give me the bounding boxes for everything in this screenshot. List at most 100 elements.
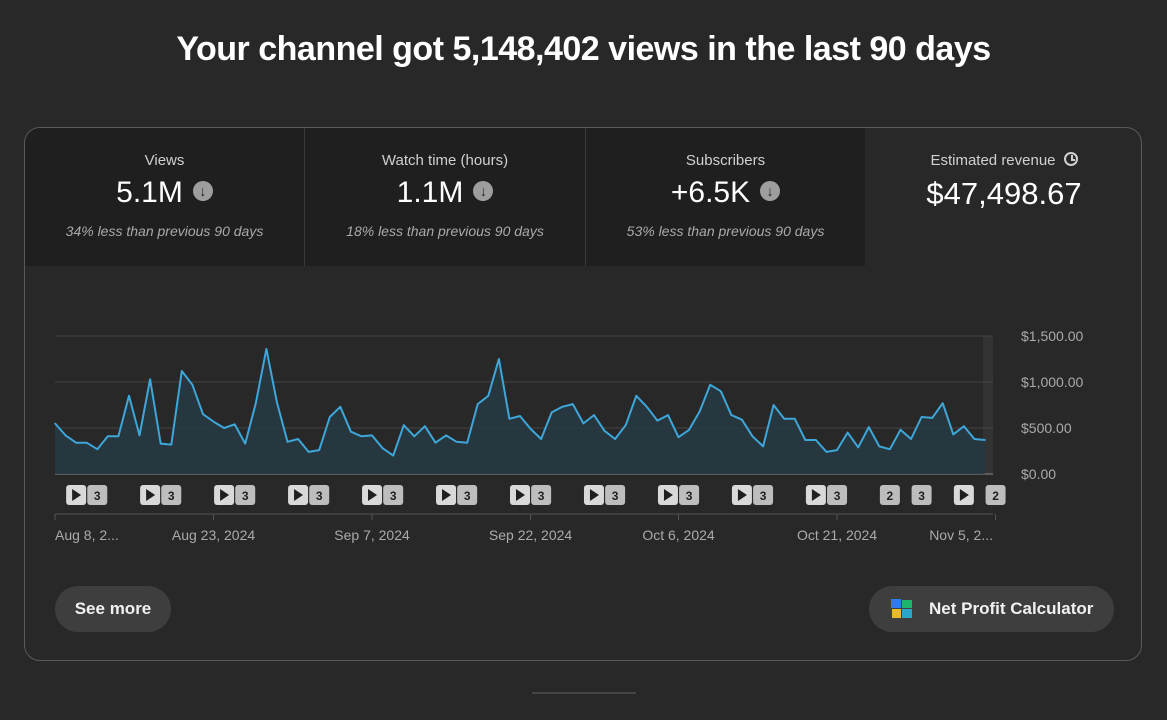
metrics-row: Views 5.1M ↓ 34% less than previous 90 da… <box>25 128 1141 266</box>
data-point <box>128 395 130 397</box>
data-point <box>117 435 120 438</box>
play-icon <box>146 489 156 501</box>
data-point <box>889 448 891 450</box>
data-point <box>941 402 944 404</box>
metric-value: 5.1M ↓ <box>25 176 304 210</box>
data-point <box>159 442 162 445</box>
metric-revenue[interactable]: Estimated revenue $47,498.67 <box>865 128 1141 266</box>
clock-icon <box>1063 152 1078 167</box>
video-count-marker <box>911 485 932 505</box>
data-point <box>762 445 764 448</box>
arrow-down-icon: ↓ <box>192 181 213 202</box>
data-point <box>867 426 870 428</box>
data-point <box>593 414 595 416</box>
x-tick-label: Sep 22, 2024 <box>489 527 573 543</box>
metric-value: +6.5K ↓ <box>586 176 865 210</box>
revenue-label: Estimated revenue <box>930 152 1056 169</box>
data-point <box>149 378 151 381</box>
data-point <box>487 395 490 397</box>
video-count-label: 3 <box>612 489 619 503</box>
revenue-chart[interactable]: 3 3 3 3 3 3 3 3 3 3 3 2 3 2 Aug 8, 2... Aug 23, 2024 Se… <box>25 128 1142 548</box>
metric-comparison: 53% less than previous 90 days <box>626 223 825 239</box>
video-count-marker <box>457 485 478 505</box>
data-point <box>825 451 828 453</box>
data-point <box>181 370 183 372</box>
data-point <box>212 420 215 423</box>
video-count-label: 3 <box>390 489 397 503</box>
data-point <box>286 441 289 443</box>
data-point <box>307 451 310 453</box>
video-count-marker <box>605 485 626 505</box>
data-point <box>920 416 923 418</box>
video-count-label: 3 <box>168 489 175 503</box>
analytics-card: Views 5.1M ↓ 34% less than previous 90 da… <box>24 127 1142 661</box>
metric-value: 1.1M ↓ <box>305 176 585 210</box>
data-point <box>360 435 363 438</box>
data-point <box>244 442 247 445</box>
net-profit-calculator-button[interactable]: Net Profit Calculator <box>869 586 1114 632</box>
video-count-marker <box>235 485 256 505</box>
x-tick-label: Nov 5, 2... <box>929 527 993 543</box>
data-point <box>793 418 796 420</box>
data-point <box>772 404 775 406</box>
metric-subscribers[interactable]: Subscribers +6.5K ↓ 53% less than previou… <box>585 128 865 266</box>
page-headline: Your channel got 5,148,402 views in the … <box>176 30 991 68</box>
metric-views[interactable]: Views 5.1M ↓ 34% less than previous 90 da… <box>25 128 304 266</box>
play-icon <box>663 489 673 501</box>
video-count-marker <box>985 485 1006 505</box>
metric-label: Watch time (hours) <box>381 152 509 169</box>
x-tick-label: Sep 7, 2024 <box>334 527 410 543</box>
play-icon <box>220 489 230 501</box>
video-count-label: 3 <box>686 489 693 503</box>
data-point <box>730 414 733 416</box>
see-more-button[interactable]: See more <box>55 586 171 632</box>
play-icon <box>516 489 525 501</box>
data-point <box>455 441 458 443</box>
x-tick-label: Oct 6, 2024 <box>642 527 715 543</box>
data-point <box>741 418 743 421</box>
data-point <box>85 441 88 444</box>
data-point <box>603 429 606 432</box>
data-point <box>804 439 807 441</box>
x-tick-label: Oct 21, 2024 <box>797 527 877 543</box>
data-point <box>170 443 173 446</box>
data-point <box>466 441 468 444</box>
data-point <box>402 424 405 427</box>
data-point <box>297 438 299 440</box>
video-count-marker <box>879 485 900 505</box>
data-point <box>899 429 902 431</box>
video-count-label: 3 <box>94 489 101 503</box>
scroll-indicator[interactable] <box>532 692 636 694</box>
play-icon <box>737 489 747 501</box>
play-icon <box>72 489 82 501</box>
play-icon <box>294 489 304 501</box>
metric-comparison: 34% less than previous 90 days <box>65 223 264 239</box>
data-point <box>635 395 638 397</box>
y-tick-label: $1,000.00 <box>1021 374 1083 390</box>
data-point <box>413 435 416 438</box>
video-count-label: 2 <box>992 489 999 503</box>
data-point <box>614 438 616 440</box>
data-point <box>677 436 680 439</box>
data-point <box>582 422 585 425</box>
video-count-label: 3 <box>316 489 323 503</box>
data-point <box>381 447 384 450</box>
chart-area-fill <box>55 348 985 474</box>
arrow-down-icon: ↓ <box>473 181 494 202</box>
video-count-label: 3 <box>538 489 545 503</box>
watch-time-value: 1.1M <box>396 176 464 209</box>
data-point <box>878 445 881 448</box>
data-point <box>54 422 56 425</box>
metric-watch-time[interactable]: Watch time (hours) 1.1M ↓ 18% less than p… <box>304 128 585 266</box>
data-point <box>973 438 976 440</box>
play-icon <box>442 489 452 501</box>
x-tick-label: Aug 23, 2024 <box>172 527 256 543</box>
data-point <box>836 449 838 451</box>
data-point <box>719 390 722 393</box>
video-count-marker <box>87 485 108 505</box>
data-point <box>424 425 426 427</box>
data-point <box>265 348 268 350</box>
y-tick-label: $1,500.00 <box>1021 328 1083 344</box>
metric-label: Views <box>144 152 185 169</box>
video-count-marker <box>679 485 700 505</box>
